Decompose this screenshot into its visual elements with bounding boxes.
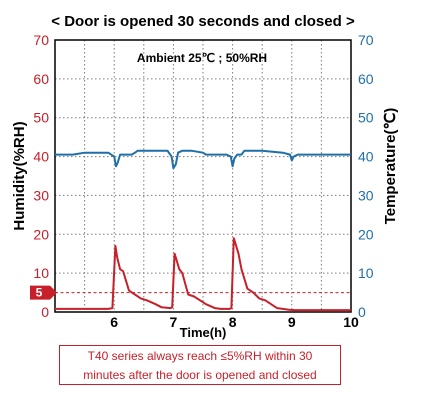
temperature-series-line — [55, 149, 351, 170]
x-axis-label: Time(h) — [180, 325, 227, 340]
y-tick-label-right: 70 — [358, 32, 374, 48]
x-tick-label: 10 — [343, 314, 359, 330]
x-tick-label: 6 — [110, 314, 118, 330]
x-tick-label: 8 — [229, 314, 237, 330]
y-tick-label-right: 0 — [358, 304, 366, 320]
plot-frame — [54, 39, 352, 313]
humidity-series-line — [55, 237, 351, 312]
ambient-annotation: Ambient 25℃ ; 50%RH — [137, 51, 267, 65]
caption-line-2: minutes after the door is opened and clo… — [83, 368, 317, 382]
y-tick-label-left: 40 — [33, 149, 49, 165]
y-tick-label-left: 60 — [33, 71, 49, 87]
x-tick-label: 7 — [170, 314, 178, 330]
threshold-marker — [30, 285, 57, 300]
series-group — [55, 149, 351, 312]
y-tick-label-left: 70 — [33, 32, 49, 48]
y-tick-label-right: 10 — [358, 265, 374, 281]
grid-lines — [55, 40, 351, 312]
y-tick-label-left: 10 — [33, 265, 49, 281]
y-tick-label-right: 40 — [358, 149, 374, 165]
y-tick-label-right: 20 — [358, 226, 374, 242]
x-tick-label: 9 — [288, 314, 296, 330]
y-axis-label-right: Temperature(℃) — [382, 108, 399, 225]
y-tick-label-right: 60 — [358, 71, 374, 87]
threshold-marker-label: 5 — [36, 286, 43, 300]
y-tick-label-right: 30 — [358, 187, 374, 203]
y-tick-label-left: 50 — [33, 110, 49, 126]
y-tick-label-left: 20 — [33, 226, 49, 242]
y-tick-label-left: 30 — [33, 187, 49, 203]
y-tick-label-right: 50 — [358, 110, 374, 126]
threshold-group: 5 — [30, 285, 351, 300]
chart-title: < Door is opened 30 seconds and closed > — [51, 13, 355, 30]
caption-line-1: T40 series always reach ≤5%RH within 30 — [87, 349, 313, 363]
y-tick-label-left: 0 — [41, 304, 49, 320]
y-axis-label-left: Humidity(%RH) — [11, 121, 28, 230]
caption-box: T40 series always reach ≤5%RH within 30 … — [59, 345, 341, 385]
